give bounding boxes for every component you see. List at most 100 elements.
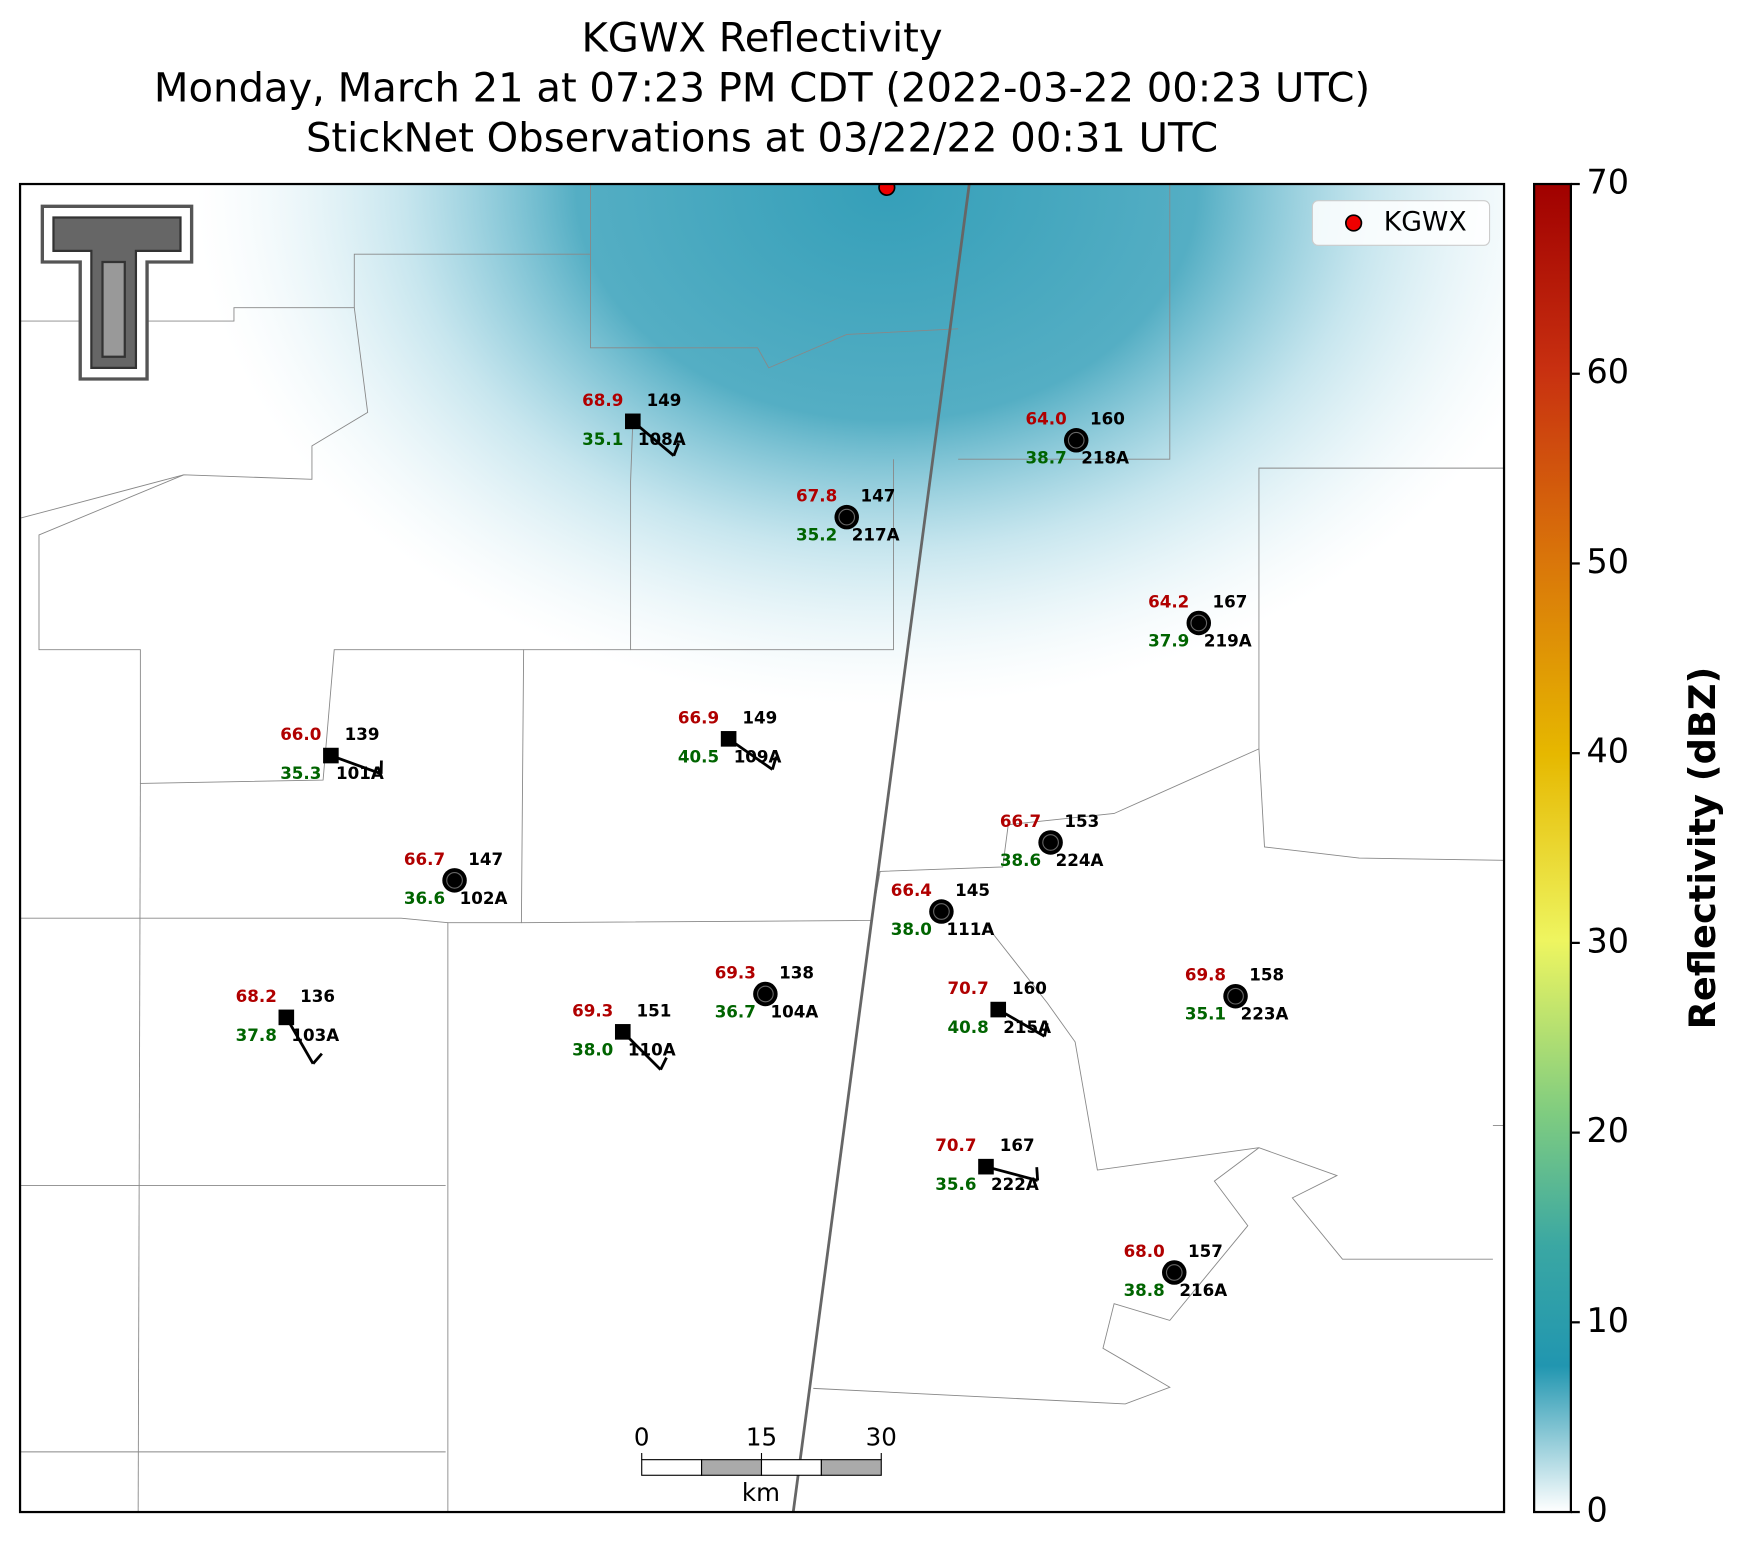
temperature: 66.7 xyxy=(404,849,445,869)
station-marker xyxy=(978,1158,994,1175)
temperature: 70.7 xyxy=(948,978,989,998)
station: 68.9 149 35.1 108A xyxy=(582,390,686,457)
station-marker-ring xyxy=(1227,987,1244,1005)
station: 69.8 158 35.1 223A xyxy=(1185,965,1289,1024)
legend: KGWX xyxy=(1311,200,1491,246)
wind-barb-flag xyxy=(672,442,680,457)
temperature: 68.9 xyxy=(582,390,623,410)
station-marker-ring xyxy=(446,871,463,889)
station-value: 145 xyxy=(955,880,990,900)
dewpoint: 35.6 xyxy=(935,1174,976,1194)
station-id: 218A xyxy=(1081,448,1129,468)
colorbar-tick-label: 60 xyxy=(1586,352,1629,391)
station-marker xyxy=(625,413,641,430)
station-id: 111A xyxy=(946,919,994,939)
colorbar-tick-label: 40 xyxy=(1586,732,1629,771)
title: KGWX Reflectivity xyxy=(581,15,942,61)
subtitle: Monday, March 21 at 07:23 PM CDT (2022-0… xyxy=(154,65,1370,111)
temperature: 69.3 xyxy=(715,962,756,982)
station-value: 160 xyxy=(1012,978,1047,998)
station-id: 215A xyxy=(1003,1017,1051,1037)
scale-tick-label: 0 xyxy=(634,1423,650,1452)
station: 64.0 160 38.7 218A xyxy=(1026,409,1130,468)
colorbar-tick-label: 0 xyxy=(1586,1491,1607,1530)
station-marker-ring xyxy=(933,903,950,920)
station-value: 151 xyxy=(637,1000,672,1020)
station-value: 158 xyxy=(1249,965,1284,985)
scale-segment xyxy=(701,1459,763,1476)
station: 66.0 139 35.3 101A xyxy=(280,724,384,783)
legend-label: KGWX xyxy=(1384,207,1467,238)
temperature: 69.8 xyxy=(1185,965,1226,985)
wind-barb xyxy=(330,754,382,776)
temperature: 66.4 xyxy=(891,880,932,900)
dewpoint: 36.6 xyxy=(404,888,445,908)
station-marker xyxy=(1223,983,1248,1009)
station: 67.8 147 35.2 217A xyxy=(796,486,900,545)
stations: 68.9 149 35.1 108A 64.0 160 38.7 218A 67.8 147 35.… xyxy=(236,390,1289,1300)
station-marker xyxy=(1038,830,1063,855)
scale-tick-label: 15 xyxy=(746,1423,777,1452)
dewpoint: 38.7 xyxy=(1026,448,1067,468)
station-id: 216A xyxy=(1179,1280,1227,1300)
dewpoint: 38.8 xyxy=(1124,1280,1165,1300)
dewpoint: 35.3 xyxy=(280,763,321,783)
temperature: 68.0 xyxy=(1124,1241,1165,1261)
scale-bar: 0 15 30 km xyxy=(634,1423,897,1508)
station-marker-ring xyxy=(1165,1264,1183,1281)
station-id: 102A xyxy=(460,888,508,908)
colorbar-tick-label: 70 xyxy=(1586,163,1629,202)
temperature: 66.7 xyxy=(1000,811,1041,831)
dewpoint: 37.9 xyxy=(1148,630,1189,650)
radar-site xyxy=(878,184,896,196)
station-marker xyxy=(1162,1260,1187,1285)
dewpoint: 37.8 xyxy=(236,1025,277,1045)
station-marker-ring xyxy=(1067,431,1085,449)
station: 68.0 157 38.8 216A xyxy=(1124,1241,1228,1300)
station: 66.7 147 36.6 102A xyxy=(404,849,508,908)
temperature: 64.0 xyxy=(1026,409,1067,429)
dewpoint: 35.1 xyxy=(1185,1004,1226,1024)
station-value: 149 xyxy=(647,390,682,410)
station: 64.2 167 37.9 219A xyxy=(1148,591,1252,650)
station-value: 153 xyxy=(1064,811,1099,831)
station-value: 167 xyxy=(1213,591,1248,611)
station-value: 167 xyxy=(1000,1135,1035,1155)
boundary-line xyxy=(791,184,971,1513)
station-id: 223A xyxy=(1241,1004,1289,1024)
station-id: 110A xyxy=(628,1039,676,1059)
station-value: 136 xyxy=(300,986,335,1006)
dewpoint: 35.2 xyxy=(796,525,837,545)
station-value: 149 xyxy=(742,707,777,727)
station: 69.3 151 38.0 110A xyxy=(572,1000,676,1071)
dewpoint: 38.0 xyxy=(891,919,932,939)
station-marker xyxy=(834,504,859,530)
radar-echo xyxy=(84,184,1505,803)
station-id: 103A xyxy=(291,1025,339,1045)
station-value: 139 xyxy=(345,724,380,744)
colorbar-tick-label: 30 xyxy=(1586,921,1629,960)
dewpoint: 38.6 xyxy=(1000,850,1041,870)
dewpoint: 36.7 xyxy=(715,1001,756,1021)
station-marker xyxy=(278,1009,295,1026)
station-id: 222A xyxy=(991,1174,1039,1194)
station-marker-ring xyxy=(757,985,774,1003)
station-id: 101A xyxy=(336,763,384,783)
temperature: 68.2 xyxy=(236,986,277,1006)
scale-segment xyxy=(820,1459,882,1476)
station-value: 160 xyxy=(1090,409,1125,429)
station: 66.7 153 38.6 224A xyxy=(1000,811,1104,870)
dewpoint: 38.0 xyxy=(572,1039,613,1059)
station: 66.9 149 40.5 109A xyxy=(678,707,782,771)
station-value: 157 xyxy=(1188,1241,1223,1261)
station: 68.2 136 37.8 103A xyxy=(236,986,339,1065)
station-marker xyxy=(990,1001,1007,1018)
colorbar-label: Reflectivity (dBZ) xyxy=(1681,667,1724,1030)
station-id: 108A xyxy=(638,429,686,449)
map-area: 68.9 149 35.1 108A 64.0 160 38.7 218A 67.8 147 35.… xyxy=(20,184,1505,1513)
wind-barb-flag xyxy=(1043,1022,1049,1037)
station-marker xyxy=(614,1024,631,1040)
map-frame xyxy=(18,182,1506,1514)
station-value: 147 xyxy=(860,486,895,506)
scale-segment xyxy=(641,1459,703,1476)
